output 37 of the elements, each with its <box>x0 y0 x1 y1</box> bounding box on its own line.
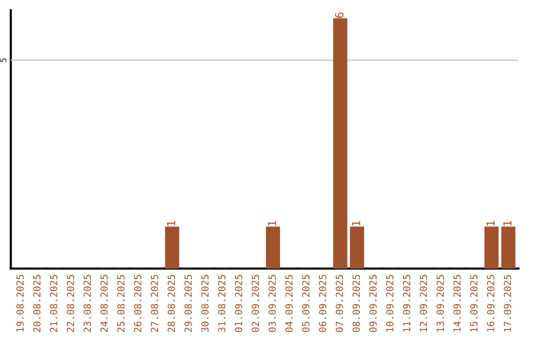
x-tick-label: 17.09.2025 <box>504 274 512 332</box>
x-tick-label: 13.09.2025 <box>436 274 444 332</box>
x-tick-label: 14.09.2025 <box>453 274 461 332</box>
x-tick-label: 26.08.2025 <box>134 274 142 332</box>
x-tick-label: 09.09.2025 <box>369 274 377 332</box>
x-tick-label: 11.09.2025 <box>402 274 410 332</box>
x-tick-label: 07.09.2025 <box>336 274 344 332</box>
x-tick-label: 24.08.2025 <box>100 274 108 332</box>
x-tick-label: 08.09.2025 <box>352 274 360 332</box>
x-tick-label: 20.08.2025 <box>33 274 41 332</box>
x-tick-label: 02.09.2025 <box>252 274 260 332</box>
x-tick-label: 23.08.2025 <box>84 274 91 332</box>
x-tick-label: 15.09.2025 <box>470 274 478 332</box>
data-label: 1 <box>167 220 176 226</box>
data-label: 1 <box>486 220 495 226</box>
x-tick-label: 03.09.2025 <box>268 274 276 332</box>
data-label: 6 <box>335 12 344 18</box>
x-tick-label: 12.09.2025 <box>420 274 428 332</box>
x-tick-label: 28.08.2025 <box>168 274 176 332</box>
data-label: 1 <box>503 220 512 226</box>
x-tick-label: 30.08.2025 <box>201 274 209 332</box>
x-tick-label: 06.09.2025 <box>318 274 326 332</box>
x-tick-label: 25.08.2025 <box>117 274 125 332</box>
x-tick-label: 21.08.2025 <box>50 274 58 332</box>
x-tick-label: 10.09.2025 <box>386 274 394 332</box>
data-label: 1 <box>352 220 360 226</box>
y-tick-label: 5 <box>0 58 6 62</box>
x-tick-label: 04.09.2025 <box>285 274 293 332</box>
x-tick-label: 05.09.2025 <box>302 274 310 332</box>
x-tick-label: 29.08.2025 <box>184 274 192 332</box>
x-tick-label: 22.08.2025 <box>66 274 74 332</box>
x-tick-label: 01.09.2025 <box>234 274 242 332</box>
x-tick-label: 19.08.2025 <box>16 274 24 332</box>
x-tick-label: 27.08.2025 <box>150 274 158 332</box>
data-label: 1 <box>268 220 276 226</box>
x-tick-label: 16.09.2025 <box>487 274 494 332</box>
x-tick-label: 31.08.2025 <box>218 274 226 332</box>
